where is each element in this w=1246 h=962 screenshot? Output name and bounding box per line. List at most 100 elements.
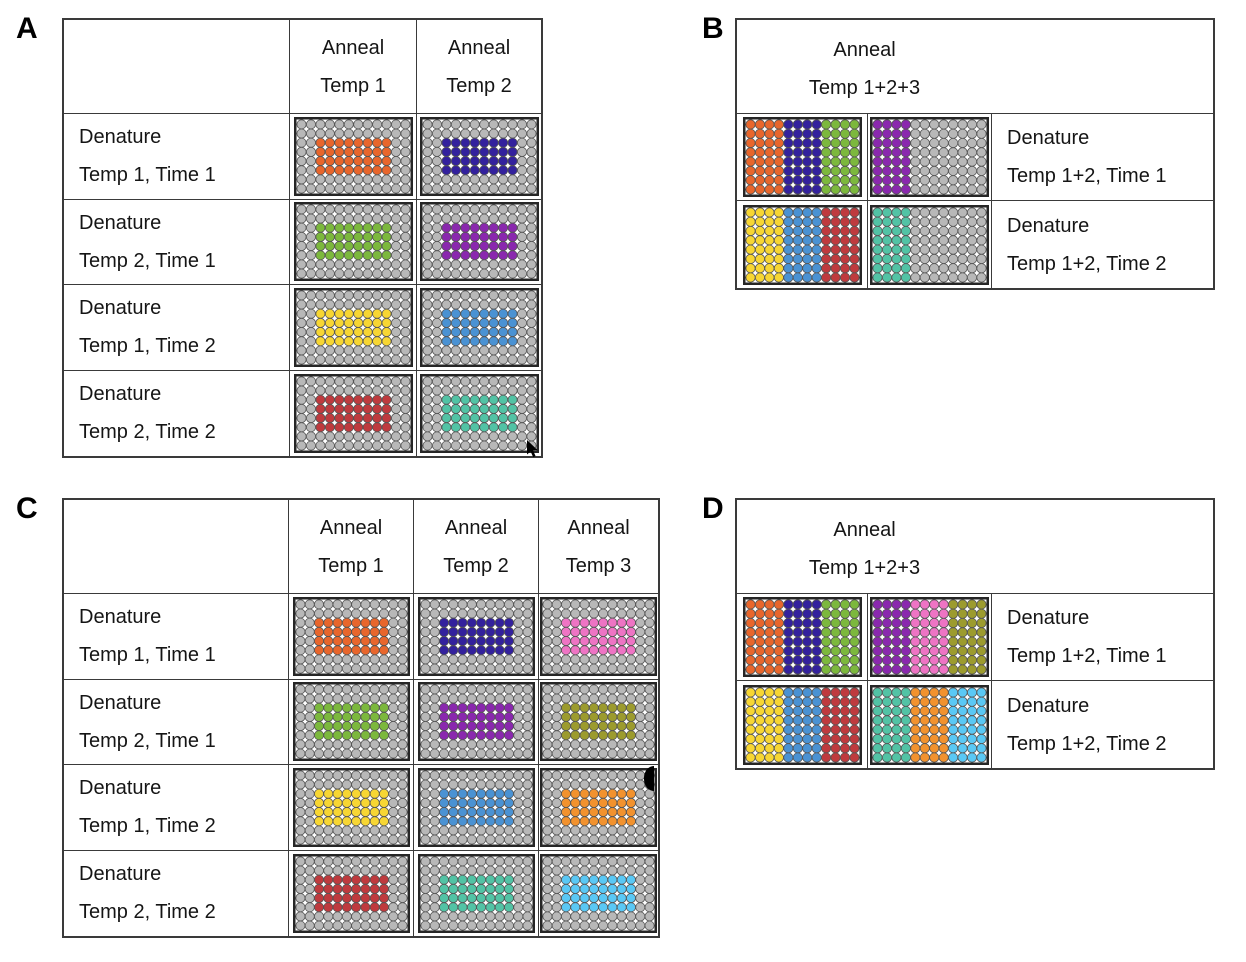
plate-96-well <box>870 117 989 197</box>
text-line: Anneal <box>444 516 508 539</box>
text-line: Temp 2, Time 1 <box>79 729 216 752</box>
plate-96-well <box>540 767 657 847</box>
column-header-anneal-temp-2: Anneal Temp 2 <box>417 20 541 114</box>
text-line: Anneal <box>567 516 630 539</box>
row-label-denature: Denature Temp 2, Time 2 <box>64 850 289 936</box>
header-text: Anneal Temp 1+2+3 <box>737 31 992 107</box>
text-line: Denature <box>1007 607 1090 629</box>
row-label-denature: Denature Temp 1+2, Time 2 <box>992 681 1213 768</box>
plate-cell <box>417 285 541 371</box>
plate-cell <box>868 681 992 768</box>
plate-96-well <box>417 853 535 933</box>
plate-cell <box>737 201 868 288</box>
mouse-cursor-icon <box>527 440 538 458</box>
plate-96-well <box>292 596 410 676</box>
text-line: Denature <box>79 383 162 406</box>
column-header-anneal-temp-2: Anneal Temp 2 <box>414 500 539 594</box>
corner-cell <box>64 20 290 114</box>
text-line: Temp 1, Time 2 <box>79 335 216 358</box>
panel-letter-c: C <box>16 492 38 525</box>
text-line: Temp 2, Time 2 <box>79 421 216 444</box>
text-line: Anneal <box>447 36 511 59</box>
column-header-anneal-temp-1: Anneal Temp 1 <box>290 20 417 114</box>
plate-96-well <box>742 684 862 765</box>
text-line: Temp 1 <box>318 554 384 577</box>
plate-cell <box>414 679 539 765</box>
corner-cell <box>64 500 289 594</box>
plate-96-well <box>293 116 413 196</box>
plate-cell <box>290 370 417 456</box>
row-label-denature: Denature Temp 1+2, Time 2 <box>992 201 1213 288</box>
text-line: Denature <box>79 211 162 234</box>
panel-letter-b: B <box>702 12 724 45</box>
plate-cell <box>414 765 539 851</box>
text-line: Denature <box>1007 214 1090 237</box>
text-line: Denature <box>79 691 162 714</box>
plate-96-well <box>419 202 539 282</box>
row-label-denature: Denature Temp 1, Time 2 <box>64 285 290 371</box>
plate-cell <box>289 679 414 765</box>
header-text: Anneal Temp 1+2+3 <box>737 511 992 587</box>
plate-cell <box>290 285 417 371</box>
condition-table-a: Anneal Temp 1 Anneal Temp 2 Denature Temp 1, … <box>62 18 543 458</box>
text-line: Temp 1, Time 2 <box>79 815 216 838</box>
plate-96-well <box>742 204 862 285</box>
condition-table-d: Anneal Temp 1+2+3 Denature Temp 1+2, Time 1… <box>735 498 1215 770</box>
black-half-circle-artifact <box>644 766 654 791</box>
plate-96-well <box>419 116 539 196</box>
panel-letter-a: A <box>16 12 38 45</box>
text-line: Denature <box>79 777 162 800</box>
column-header-anneal-temp-3: Anneal Temp 3 <box>539 500 658 594</box>
column-header-anneal-temp-1: Anneal Temp 1 <box>289 500 414 594</box>
column-header-anneal-combined: Anneal Temp 1+2+3 <box>737 500 1213 594</box>
text-line: Temp 1+2, Time 1 <box>1007 645 1167 667</box>
plate-cell <box>737 681 868 768</box>
plate-96-well <box>540 853 657 933</box>
text-line: Temp 1+2+3 <box>808 556 921 579</box>
plate-cell <box>539 851 658 937</box>
panel-letter-d: D <box>702 492 724 525</box>
text-line: Temp 1, Time 1 <box>79 644 216 667</box>
text-line: Temp 2, Time 2 <box>79 901 216 924</box>
plate-cell <box>539 680 658 765</box>
plate-96-well <box>742 117 862 197</box>
row-label-denature: Denature Temp 1, Time 1 <box>64 114 290 200</box>
plate-cell <box>414 850 539 936</box>
plate-cell <box>289 765 414 851</box>
text-line: Temp 1 <box>320 74 386 97</box>
condition-table-b: Anneal Temp 1+2+3 Denature Temp 1+2, Time 1… <box>735 18 1215 290</box>
row-label-denature: Denature Temp 1, Time 1 <box>64 594 289 680</box>
text-line: Temp 2 <box>443 554 509 577</box>
text-line: Temp 3 <box>565 554 632 577</box>
text-line: Anneal <box>319 516 383 539</box>
row-label-denature: Denature Temp 1+2, Time 1 <box>992 114 1213 201</box>
text-line: Temp 1, Time 1 <box>79 164 216 187</box>
plate-cell <box>539 594 658 680</box>
plate-96-well <box>292 853 410 933</box>
text-line: Denature <box>79 126 162 149</box>
row-label-denature: Denature Temp 1+2, Time 1 <box>992 594 1213 681</box>
text-line: Denature <box>79 863 162 886</box>
plate-cell <box>290 199 417 285</box>
row-label-denature: Denature Temp 2, Time 1 <box>64 679 289 765</box>
plate-96-well <box>870 204 989 285</box>
text-line: Anneal <box>833 518 896 541</box>
text-line: Denature <box>1007 694 1090 717</box>
plate-96-well <box>292 682 410 762</box>
plate-cell <box>289 594 414 680</box>
text-line: Temp 2 <box>446 74 512 97</box>
plate-96-well <box>293 202 413 282</box>
text-line: Temp 1+2, Time 2 <box>1007 252 1167 275</box>
text-line: Temp 1+2, Time 1 <box>1007 165 1167 187</box>
text-line: Denature <box>1007 127 1090 149</box>
plate-cell <box>290 114 417 200</box>
column-header-anneal-combined: Anneal Temp 1+2+3 <box>737 20 1213 114</box>
text-line: Denature <box>79 606 162 629</box>
plate-96-well <box>417 682 535 762</box>
plate-cell <box>868 114 992 201</box>
row-label-denature: Denature Temp 2, Time 1 <box>64 199 290 285</box>
plate-cell <box>868 594 992 681</box>
row-label-denature: Denature Temp 1, Time 2 <box>64 765 289 851</box>
plate-cell <box>737 594 868 681</box>
plate-96-well <box>419 287 539 367</box>
